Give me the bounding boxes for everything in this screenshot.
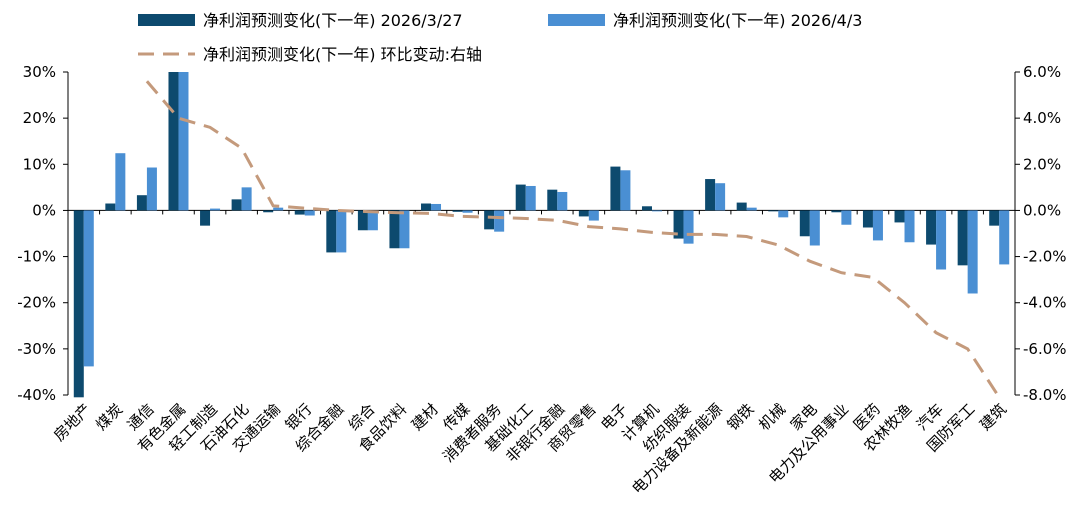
bar <box>431 203 442 211</box>
y-tick-label: 10% <box>23 155 56 173</box>
bar <box>831 210 842 213</box>
bar <box>304 210 315 216</box>
bar <box>73 210 84 398</box>
bar <box>178 72 189 211</box>
bar <box>557 191 568 211</box>
line <box>145 80 1001 399</box>
bar <box>768 210 779 212</box>
bar <box>778 210 789 218</box>
bar <box>715 183 726 211</box>
bar <box>421 203 432 211</box>
legend-label: 净利润预测变化(下一年) 环比变动:右轴 <box>203 45 482 64</box>
bar <box>515 184 526 211</box>
bar <box>683 210 694 244</box>
bar <box>462 210 473 213</box>
bar <box>999 210 1010 265</box>
bar <box>705 179 716 211</box>
bar <box>926 210 937 245</box>
bar <box>673 210 684 239</box>
bar <box>736 202 747 211</box>
bar <box>841 210 852 225</box>
bar <box>105 203 116 211</box>
bar <box>146 167 157 211</box>
bar <box>115 153 126 211</box>
y2-tick-label: 4.0% <box>1023 109 1061 127</box>
bar <box>357 210 368 231</box>
bar <box>367 210 378 231</box>
x-tick-label: 煤炭 <box>92 400 126 434</box>
x-tick-label: 建筑 <box>976 400 1010 434</box>
bar <box>231 199 242 211</box>
bar <box>746 207 757 211</box>
y-tick-label: -20% <box>17 294 56 312</box>
bar <box>263 210 274 213</box>
bar <box>936 210 947 270</box>
y-tick-label: 30% <box>23 63 56 81</box>
y2-tick-label: 0.0% <box>1023 201 1061 219</box>
x-tick-label: 建材 <box>408 400 442 434</box>
bar <box>494 210 505 232</box>
bar <box>241 187 252 211</box>
bar <box>588 210 599 221</box>
y-tick-label: 0% <box>32 201 56 219</box>
bar <box>336 210 347 253</box>
y-tick-label: -40% <box>17 386 56 404</box>
legend-label: 净利润预测变化(下一年) 2026/3/27 <box>203 11 463 30</box>
bar <box>389 210 400 249</box>
bar <box>168 72 179 211</box>
y2-tick-label: -4.0% <box>1023 294 1067 312</box>
bar <box>967 210 978 294</box>
bar <box>547 189 558 211</box>
legend-swatch <box>138 14 195 26</box>
bar <box>136 195 147 211</box>
y2-tick-label: -8.0% <box>1023 386 1067 404</box>
y2-tick-label: -6.0% <box>1023 340 1067 358</box>
bar <box>399 210 410 249</box>
bar <box>525 185 536 211</box>
bar <box>610 166 621 211</box>
bar <box>326 210 337 253</box>
bar <box>957 210 968 266</box>
bar <box>904 210 915 243</box>
bar <box>809 210 820 246</box>
legend-swatch <box>548 14 605 26</box>
bar <box>894 210 905 223</box>
y2-tick-label: 2.0% <box>1023 155 1061 173</box>
y2-tick-label: -2.0% <box>1023 248 1067 266</box>
bar <box>83 210 94 367</box>
y2-tick-label: 6.0% <box>1023 63 1061 81</box>
bar <box>452 210 463 212</box>
x-tick-label: 房地产 <box>50 400 95 445</box>
bar <box>989 210 1000 226</box>
bar <box>651 210 662 212</box>
bar <box>273 207 284 211</box>
x-tick-label: 钢铁 <box>724 400 758 434</box>
bar <box>620 170 631 211</box>
bar <box>641 206 652 211</box>
bar <box>294 210 305 215</box>
bar <box>799 210 810 237</box>
bar <box>484 210 495 230</box>
bar <box>862 210 873 228</box>
y-tick-label: 20% <box>23 109 56 127</box>
bar <box>578 210 589 217</box>
x-tick-label: 机械 <box>755 400 789 434</box>
y-tick-label: -10% <box>17 248 56 266</box>
y-tick-label: -30% <box>17 340 56 358</box>
bar <box>872 210 883 241</box>
bar <box>210 208 221 211</box>
legend-label: 净利润预测变化(下一年) 2026/4/3 <box>613 11 862 30</box>
bar <box>200 210 211 226</box>
